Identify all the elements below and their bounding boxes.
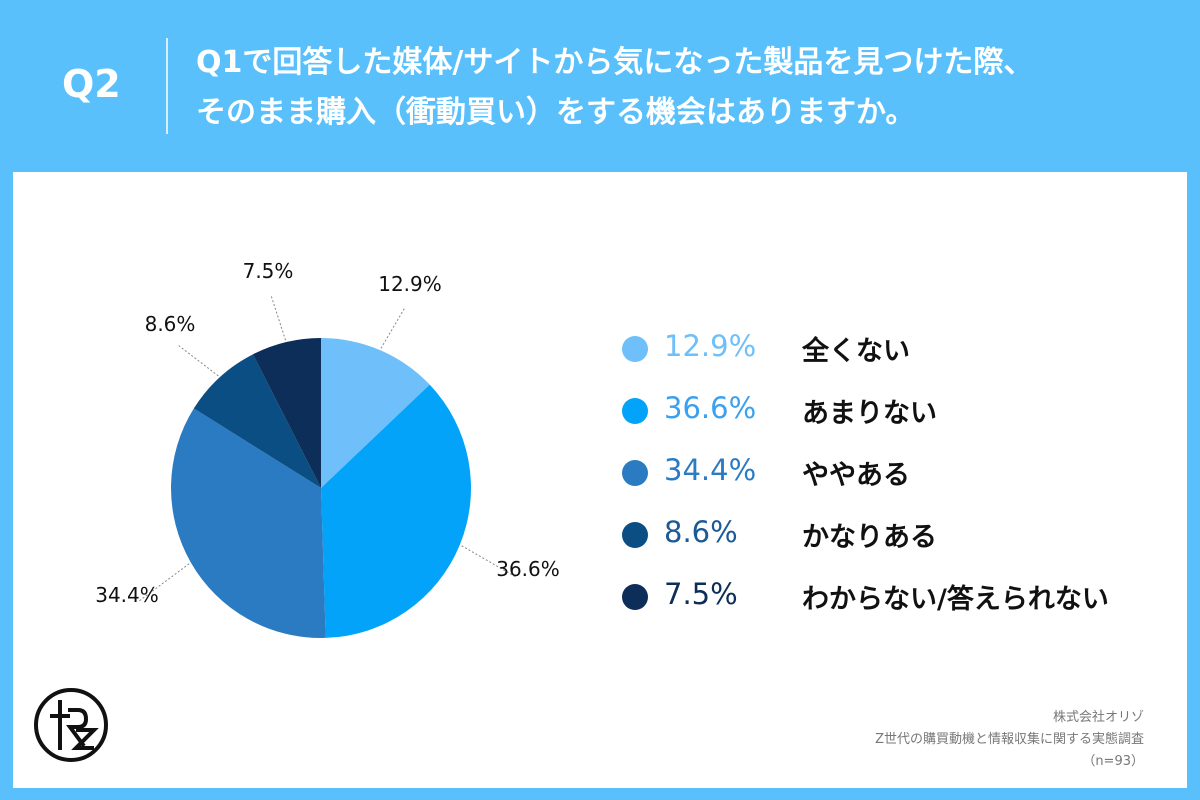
source-note: 株式会社オリゾ Z世代の購買動機と情報収集に関する実態調査 （n=93）: [875, 707, 1144, 773]
legend-swatch: [622, 584, 648, 610]
legend-swatch: [622, 522, 648, 548]
pie-slice: [321, 338, 430, 488]
legend-label: あまりない: [802, 398, 937, 429]
orizo-logo-icon: [32, 686, 110, 768]
question-line-2: そのまま購入（衝動買い）をする機会はありますか。: [196, 95, 916, 130]
pie-slice: [193, 354, 321, 488]
leader-line: [137, 563, 190, 603]
legend-value: 12.9%: [664, 329, 757, 363]
legend-value: 34.4%: [664, 453, 757, 487]
legend-swatch: [622, 460, 648, 486]
legend-value: 8.6%: [664, 515, 738, 549]
company-name: 株式会社オリゾ: [1052, 710, 1144, 725]
legend-label: ややある: [802, 460, 910, 491]
leader-line: [380, 307, 406, 349]
leader-line: [270, 295, 286, 341]
legend-value: 36.6%: [664, 391, 757, 425]
header-divider: [166, 38, 168, 134]
legend-swatch: [622, 336, 648, 362]
legend-label: わからない/答えられない: [802, 584, 1109, 615]
pie-slice: [252, 338, 321, 488]
question-text: Q1で回答した媒体/サイトから気になった製品を見つけた際、 そのまま購入（衝動買…: [196, 38, 1186, 138]
slice-value-label: 34.4%: [95, 583, 159, 607]
survey-title: Z世代の購買動機と情報収集に関する実態調査: [875, 732, 1144, 747]
pie-slice: [321, 384, 472, 638]
sample-size: （n=93）: [1082, 754, 1144, 769]
leader-line: [461, 545, 517, 578]
slice-value-label: 8.6%: [145, 312, 196, 336]
legend-swatch: [622, 398, 648, 424]
question-line-1: Q1で回答した媒体/サイトから気になった製品を見つけた際、: [196, 45, 1034, 80]
legend-label: 全くない: [802, 336, 910, 367]
question-number: Q2: [62, 62, 121, 106]
header: Q2 Q1で回答した媒体/サイトから気になった製品を見つけた際、 そのまま購入（…: [0, 0, 1200, 170]
slice-value-label: 12.9%: [378, 272, 442, 296]
slice-value-label: 36.6%: [496, 557, 560, 581]
legend-value: 7.5%: [664, 577, 738, 611]
leader-line: [178, 345, 219, 377]
legend-label: かなりある: [802, 522, 937, 553]
pie-slice: [170, 408, 326, 638]
slice-value-label: 7.5%: [243, 259, 294, 283]
